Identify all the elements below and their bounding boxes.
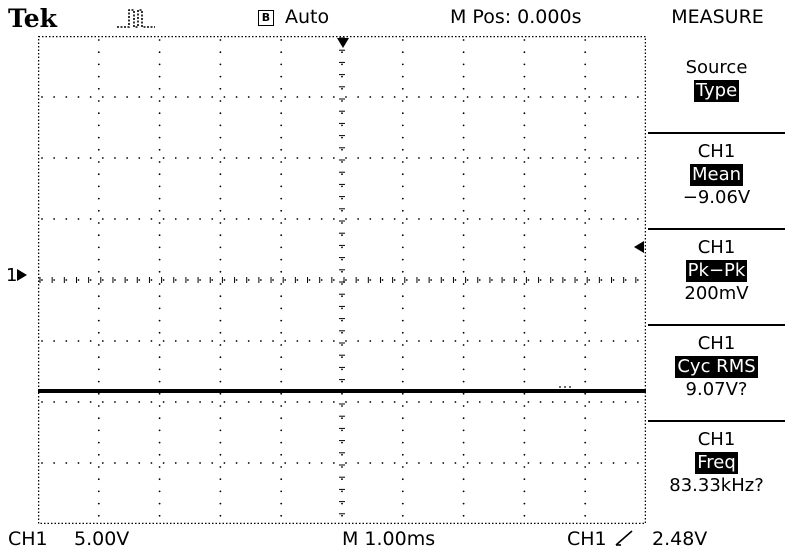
trigger-status: Auto bbox=[285, 6, 330, 28]
bottom-status-bar: CH1 5.00V M 1.00ms CH1 2.48V bbox=[0, 524, 785, 554]
menu-item-value: 83.33kHz? bbox=[669, 475, 764, 496]
waveform-display bbox=[38, 36, 646, 524]
horizontal-position: M Pos: 0.000s bbox=[450, 6, 582, 28]
rising-edge-icon bbox=[615, 530, 633, 546]
menu-item-label: Source bbox=[685, 57, 748, 78]
menu-item-value: 200mV bbox=[684, 283, 749, 304]
top-status-bar: Tek B Auto M Pos: 0.000s MEASURE bbox=[0, 0, 785, 36]
menu-item-highlight: Pk−Pk bbox=[685, 260, 748, 282]
menu-item-source: CH1 bbox=[697, 237, 736, 258]
channel-label: CH1 bbox=[8, 528, 48, 550]
menu-item-highlight: Cyc RMS bbox=[675, 356, 758, 378]
menu-item-highlight: Type bbox=[693, 80, 740, 102]
volts-per-div: 5.00V bbox=[74, 528, 130, 550]
graticule-grid bbox=[39, 37, 639, 517]
acquisition-mode-icon: B bbox=[258, 10, 274, 26]
brand-logo: Tek bbox=[8, 4, 57, 33]
menu-item-pk-pk[interactable]: CH1 Pk−Pk 200mV bbox=[648, 228, 785, 326]
menu-item-source: CH1 bbox=[697, 141, 736, 162]
ch1-waveform-trace bbox=[38, 389, 646, 393]
menu-title: MEASURE bbox=[671, 6, 764, 28]
trigger-status-icon bbox=[117, 9, 155, 28]
time-per-div: M 1.00ms bbox=[342, 528, 436, 550]
menu-item-source: CH1 bbox=[697, 333, 736, 354]
menu-item-source: CH1 bbox=[697, 429, 736, 450]
trigger-level-marker bbox=[634, 241, 644, 253]
menu-item-value: 9.07V? bbox=[685, 379, 748, 400]
ch1-marker-arrow-icon bbox=[17, 269, 28, 281]
menu-item-freq[interactable]: CH1 Freq 83.33kHz? bbox=[648, 420, 785, 526]
menu-item-source-type[interactable]: Source Type bbox=[648, 36, 785, 132]
trigger-source: CH1 bbox=[567, 528, 635, 550]
measure-menu: Source Type CH1 Mean −9.06V CH1 Pk−Pk 20… bbox=[648, 36, 785, 524]
menu-item-value: −9.06V bbox=[682, 187, 751, 208]
trigger-level: 2.48V bbox=[652, 528, 708, 550]
ch1-ground-marker: 1 bbox=[6, 265, 28, 286]
trace-dots bbox=[559, 386, 571, 388]
menu-item-cyc-rms[interactable]: CH1 Cyc RMS 9.07V? bbox=[648, 324, 785, 422]
menu-item-mean[interactable]: CH1 Mean −9.06V bbox=[648, 132, 785, 230]
menu-item-highlight: Freq bbox=[695, 452, 738, 474]
menu-item-highlight: Mean bbox=[689, 164, 744, 186]
